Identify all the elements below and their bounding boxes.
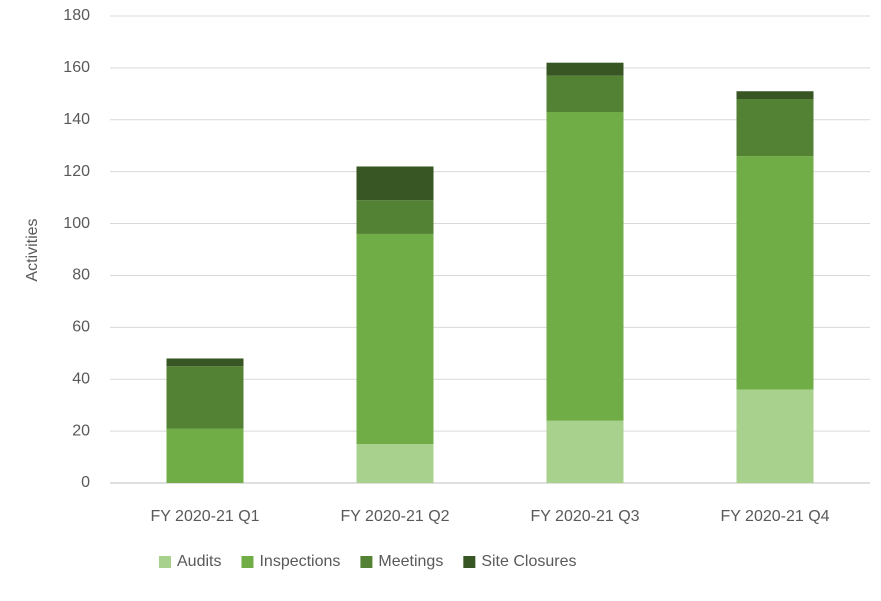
bar-segment	[356, 200, 434, 234]
bar-segment	[356, 233, 434, 445]
legend-swatch	[159, 556, 171, 568]
bar-segment	[546, 111, 624, 421]
y-tick-label: 40	[72, 370, 90, 387]
bar-segment	[736, 156, 814, 390]
y-tick-label: 120	[63, 163, 90, 180]
bar-segment	[736, 389, 814, 483]
legend-label: Inspections	[259, 553, 340, 570]
bar-segment	[166, 366, 244, 429]
x-tick-label: FY 2020-21 Q2	[340, 508, 449, 525]
bar-segment	[736, 99, 814, 157]
legend-swatch	[463, 556, 476, 568]
bar-segment	[166, 428, 244, 483]
x-tick-label: FY 2020-21 Q1	[150, 508, 259, 525]
y-tick-label: 180	[63, 7, 90, 24]
bar-segment	[166, 358, 244, 367]
legend-label: Audits	[177, 553, 221, 570]
legend-swatch	[360, 556, 373, 568]
y-tick-label: 140	[63, 111, 90, 128]
bar-segment	[356, 166, 434, 201]
bar-segment	[546, 420, 624, 483]
y-tick-label: 60	[72, 319, 90, 336]
bar-segment	[546, 62, 624, 76]
y-tick-label: 20	[72, 422, 90, 439]
y-tick-label: 100	[63, 215, 90, 232]
bar-segment	[736, 91, 814, 100]
y-tick-label: 0	[81, 474, 90, 491]
x-tick-label: FY 2020-21 Q3	[530, 508, 639, 525]
bar-segment	[356, 444, 434, 483]
y-tick-label: 160	[63, 59, 90, 76]
y-axis-label: Activities	[24, 218, 41, 281]
bar-segment	[546, 75, 624, 112]
y-tick-label: 80	[72, 267, 90, 284]
legend-label: Site Closures	[481, 553, 576, 570]
legend-swatch	[241, 556, 254, 568]
legend-label: Meetings	[378, 553, 443, 570]
x-tick-label: FY 2020-21 Q4	[720, 508, 829, 525]
